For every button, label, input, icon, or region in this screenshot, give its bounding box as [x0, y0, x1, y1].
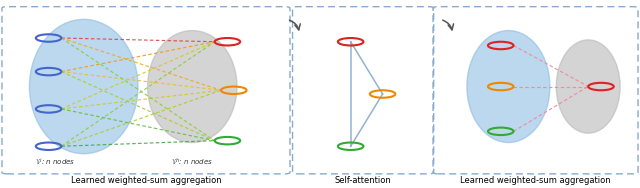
Text: Self-attention: Self-attention — [335, 177, 392, 185]
Ellipse shape — [556, 40, 620, 133]
Text: $\mathcal{V}^i$: $n$ nodes: $\mathcal{V}^i$: $n$ nodes — [35, 156, 75, 167]
Ellipse shape — [29, 19, 138, 154]
Text: $\mathcal{V}^h$: $n$ nodes: $\mathcal{V}^h$: $n$ nodes — [172, 156, 213, 167]
Ellipse shape — [148, 31, 237, 143]
Text: Learned weighted-sum aggregation: Learned weighted-sum aggregation — [70, 177, 221, 185]
Ellipse shape — [467, 31, 550, 143]
Text: Learned weighted-sum aggregation: Learned weighted-sum aggregation — [460, 177, 611, 185]
